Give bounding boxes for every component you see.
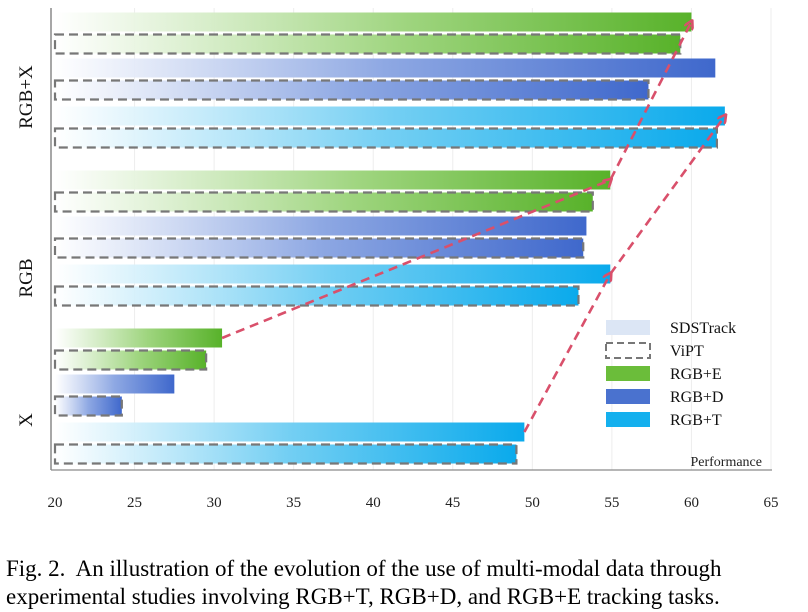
bar-x-rgb-d-vipt (53, 395, 123, 417)
bar-rgb-rgb-t-vipt (53, 285, 580, 307)
group-label-x: X (16, 413, 37, 427)
legend-swatch-sdstrack (606, 320, 650, 335)
x-tick-label: 60 (684, 495, 699, 511)
legend-swatch-rgb-t (606, 412, 650, 427)
x-axis-label: Performance (690, 455, 762, 470)
chart: 20 25 30 35 40 45 50 55 60 65 RGB+X RGB X SDSTrack V… (16, 8, 779, 511)
legend-swatch-vipt (605, 342, 651, 359)
bar-x-rgb-e-vipt (53, 349, 208, 371)
group-label-rgb: RGB (16, 258, 37, 297)
x-tick-label: 55 (604, 495, 619, 511)
bar-rgb-x-rgb-d-sdstrack (55, 58, 716, 78)
bar-rgb-x-rgb-e-sdstrack (55, 12, 692, 32)
bar-rgb-x-rgb-t-sdstrack (55, 106, 725, 126)
x-tick-label: 25 (127, 495, 142, 511)
legend-label-sdstrack: SDSTrack (670, 320, 736, 337)
bar-rgb-x-rgb-t-vipt (53, 127, 719, 149)
legend-label-rgb-e: RGB+E (670, 366, 722, 383)
bar-rgb-rgb-e-vipt (53, 191, 594, 213)
x-tick-label: 20 (48, 495, 63, 511)
legend-label-rgb-d: RGB+D (670, 389, 723, 406)
x-tick-label: 40 (366, 495, 381, 511)
x-tick-label: 35 (286, 495, 301, 511)
bar-rgb-rgb-e-sdstrack (55, 170, 611, 190)
bar-x-rgb-d-sdstrack (55, 374, 175, 394)
legend-swatch-rgb-d (606, 389, 650, 404)
legend-label-vipt: ViPT (670, 343, 704, 360)
evolution-arrow-rgb-e (221, 22, 691, 340)
legend-swatch-rgb-e (606, 366, 650, 381)
x-tick-label: 65 (764, 495, 779, 511)
bar-rgb-rgb-t-sdstrack (55, 264, 611, 284)
figure-caption: Fig. 2. An illustration of the evolution… (6, 555, 806, 611)
bar-rgb-x-rgb-d-vipt (53, 79, 650, 101)
caption-text: An illustration of the evolution of the … (6, 556, 722, 609)
group-label-rgb-x: RGB+X (16, 65, 37, 129)
caption-label: Fig. 2. (6, 556, 66, 581)
x-tick-label: 50 (525, 495, 540, 511)
bar-rgb-rgb-d-vipt (53, 237, 585, 259)
legend-label-rgb-t: RGB+T (670, 412, 722, 429)
bar-x-rgb-e-sdstrack (55, 328, 223, 348)
x-tick-label: 30 (207, 495, 222, 511)
x-tick-label: 45 (445, 495, 460, 511)
bar-x-rgb-t-vipt (53, 443, 518, 465)
bar-x-rgb-t-sdstrack (55, 422, 525, 442)
bar-rgb-rgb-d-sdstrack (55, 216, 587, 236)
bar-rgb-x-rgb-e-vipt (53, 33, 682, 55)
